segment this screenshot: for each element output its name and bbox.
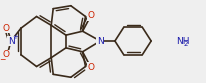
Text: NH: NH <box>175 37 188 45</box>
Text: O: O <box>3 50 10 59</box>
Text: −: − <box>0 55 5 64</box>
Text: O: O <box>3 24 10 33</box>
Text: 2: 2 <box>182 41 187 47</box>
Text: N: N <box>8 37 14 45</box>
Text: +: + <box>12 34 18 40</box>
Text: O: O <box>88 63 94 72</box>
Text: N: N <box>96 37 103 45</box>
Text: O: O <box>88 11 94 20</box>
